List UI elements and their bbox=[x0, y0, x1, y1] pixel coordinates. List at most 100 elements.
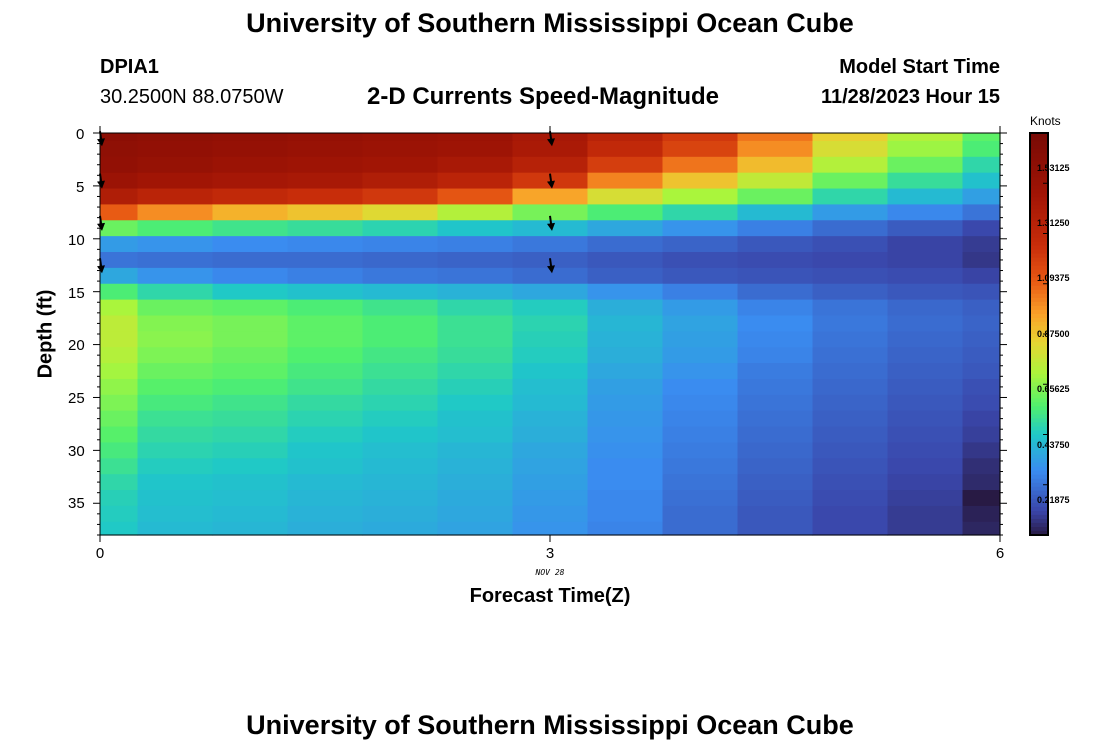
y-tick-label: 15 bbox=[68, 285, 85, 302]
heatmap-cell bbox=[662, 442, 739, 459]
heatmap-cell bbox=[512, 394, 589, 412]
heatmap-cell bbox=[137, 410, 214, 428]
heatmap-cell bbox=[287, 378, 364, 396]
colorbar-swatch bbox=[1030, 329, 1048, 335]
heatmap-cell bbox=[812, 252, 889, 269]
heatmap-cell bbox=[212, 394, 289, 412]
colorbar-swatch bbox=[1030, 366, 1048, 371]
heatmap-cell bbox=[437, 410, 514, 428]
heatmap-cell bbox=[962, 299, 1001, 317]
heatmap-cell bbox=[362, 172, 439, 190]
heatmap-cell bbox=[137, 458, 214, 475]
heatmap-cell bbox=[512, 474, 589, 491]
heatmap-cell bbox=[212, 490, 289, 507]
heatmap-cell bbox=[812, 140, 889, 158]
heatmap-cell bbox=[737, 442, 814, 459]
heatmap-cell bbox=[100, 442, 139, 459]
heatmap-cell bbox=[362, 299, 439, 317]
colorbar-swatch bbox=[1030, 370, 1048, 375]
heatmap-cell bbox=[512, 442, 589, 459]
heatmap-cell bbox=[662, 378, 739, 396]
heatmap-cell bbox=[212, 204, 289, 221]
heatmap-cell bbox=[287, 331, 364, 348]
colorbar-swatch bbox=[1030, 438, 1048, 444]
heatmap-cell bbox=[137, 347, 214, 364]
heatmap-cell bbox=[287, 394, 364, 412]
heatmap-cell bbox=[812, 236, 889, 253]
heatmap-cell bbox=[137, 490, 214, 507]
heatmap-cell bbox=[662, 188, 739, 206]
current-vector-arrow bbox=[97, 215, 105, 231]
heatmap-cell bbox=[212, 410, 289, 428]
colorbar-swatch bbox=[1030, 518, 1048, 524]
heatmap-cell bbox=[812, 299, 889, 317]
heatmap-cell bbox=[212, 521, 289, 536]
heatmap-cell bbox=[212, 426, 289, 444]
heatmap-cell bbox=[362, 133, 439, 142]
heatmap-cell bbox=[737, 267, 814, 285]
colorbar-swatch bbox=[1030, 406, 1048, 411]
colorbar-swatch bbox=[1030, 506, 1048, 512]
heatmap-cell bbox=[512, 156, 589, 174]
colorbar-swatch bbox=[1030, 474, 1048, 480]
heatmap-cell bbox=[212, 188, 289, 206]
colorbar-swatch bbox=[1030, 177, 1048, 182]
heatmap-cell bbox=[137, 378, 214, 396]
heatmap-cell bbox=[100, 490, 139, 507]
heatmap-cell bbox=[100, 458, 139, 475]
heatmap-cell bbox=[137, 331, 214, 348]
current-vector-arrow bbox=[97, 258, 105, 274]
heatmap-cell bbox=[362, 442, 439, 459]
heatmap-cell bbox=[287, 188, 364, 206]
heatmap-cell bbox=[362, 140, 439, 158]
heatmap-cell bbox=[587, 267, 664, 285]
colorbar-swatch bbox=[1030, 257, 1048, 263]
heatmap-cell bbox=[287, 458, 364, 475]
heatmap-cell bbox=[887, 267, 964, 285]
heatmap-cell bbox=[662, 236, 739, 253]
heatmap-cell bbox=[812, 267, 889, 285]
heatmap-cell bbox=[962, 140, 1001, 158]
heatmap-cell bbox=[362, 505, 439, 523]
heatmap-cell bbox=[812, 315, 889, 332]
colorbar-swatch bbox=[1030, 494, 1048, 500]
colorbar-swatch bbox=[1030, 289, 1048, 295]
heatmap-cell bbox=[362, 458, 439, 475]
heatmap-cell bbox=[887, 283, 964, 301]
colorbar-swatch bbox=[1030, 402, 1048, 407]
heatmap-cell bbox=[962, 236, 1001, 253]
heatmap-cell bbox=[587, 188, 664, 206]
colorbar-swatch bbox=[1030, 213, 1048, 218]
heatmap-cell bbox=[362, 252, 439, 269]
heatmap-cell bbox=[512, 426, 589, 444]
heatmap-cell bbox=[737, 188, 814, 206]
colorbar-swatch bbox=[1030, 261, 1048, 267]
heatmap-cell bbox=[212, 474, 289, 491]
heatmap-cell bbox=[287, 474, 364, 491]
colorbar-swatch bbox=[1030, 165, 1048, 170]
heatmap-cell bbox=[287, 426, 364, 444]
heatmap-cell bbox=[662, 490, 739, 507]
heatmap-cell bbox=[812, 490, 889, 507]
colorbar-swatch bbox=[1030, 209, 1048, 214]
heatmap-cell bbox=[137, 283, 214, 301]
heatmap-cell bbox=[737, 347, 814, 364]
colorbar-swatch bbox=[1030, 470, 1048, 476]
heatmap-cell bbox=[137, 140, 214, 158]
heatmap-cell bbox=[662, 363, 739, 380]
heatmap-cell bbox=[737, 490, 814, 507]
heatmap-cell bbox=[437, 474, 514, 491]
heatmap-cell bbox=[962, 172, 1001, 190]
heatmap-cell bbox=[437, 426, 514, 444]
heatmap-cell bbox=[437, 220, 514, 237]
heatmap-cell bbox=[512, 236, 589, 253]
heatmap-cell bbox=[100, 505, 139, 523]
colorbar-swatch bbox=[1030, 245, 1048, 251]
heatmap-cell bbox=[137, 172, 214, 190]
colorbar-swatch bbox=[1030, 233, 1048, 239]
colorbar-swatch bbox=[1030, 398, 1048, 403]
current-vector-arrow bbox=[547, 215, 555, 231]
y-tick-label: 20 bbox=[68, 337, 85, 354]
colorbar-swatch bbox=[1030, 293, 1048, 299]
colorbar-swatch bbox=[1030, 321, 1048, 327]
